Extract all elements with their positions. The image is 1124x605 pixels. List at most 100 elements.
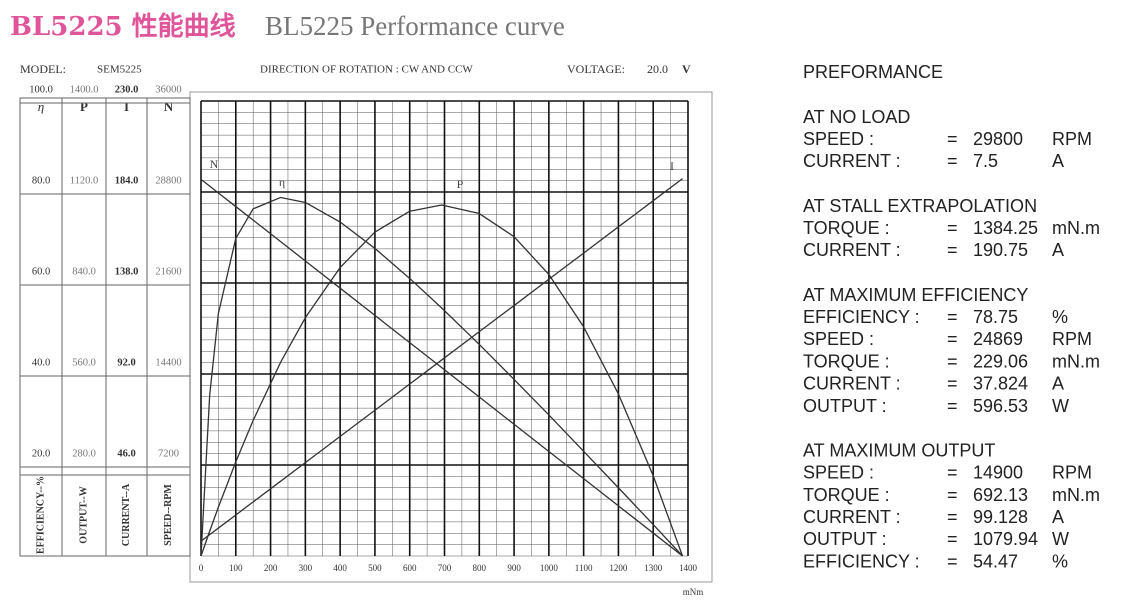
curve-label: P [457,177,464,191]
row-label: SPEED : [803,329,874,349]
row-eq: = [947,129,958,149]
model: SEM5225 [97,64,142,76]
row-unit: % [1052,551,1068,571]
row-eq: = [947,529,958,549]
row-label: EFFICIENCY : [803,551,920,571]
row-unit: % [1052,307,1068,327]
plot-frame [189,91,713,583]
row-value: 692.13 [973,485,1028,505]
voltage-label: VOLTAGE: [567,62,625,76]
row-unit: mN.m [1052,218,1100,238]
y-tick-label: 840.0 [72,266,96,277]
x-tick-label: 600 [403,563,417,573]
curve [200,178,683,542]
axis-label: EFFICIENCY--% [35,476,46,554]
row-label: SPEED : [803,463,874,483]
axis-label: OUTPUT--W [78,486,89,543]
row-label: TORQUE : [803,218,890,238]
row-value: 54.47 [973,551,1018,571]
row-unit: RPM [1052,129,1092,149]
x-tick-label: 1300 [644,563,663,573]
y-tick-label: 80.0 [32,175,50,186]
row-value: 14900 [973,463,1023,483]
x-tick-label: 500 [368,563,382,573]
y-tick-label: 230.0 [115,84,139,95]
row-eq: = [947,151,958,171]
column-header: P [80,99,88,114]
scale-table [19,97,191,557]
y-tick-label: 100.0 [29,84,53,95]
row-unit: A [1052,240,1064,260]
x-tick-label: 1400 [679,563,698,573]
row-value: 1384.25 [973,218,1038,238]
row-eq: = [947,240,958,260]
row-eq: = [947,551,958,571]
row-unit: A [1052,507,1064,527]
row-label: OUTPUT : [803,529,887,549]
y-tick-label: 92.0 [117,357,135,368]
y-tick-label: 60.0 [32,266,50,277]
x-tick-label: 400 [333,563,347,573]
x-tick-label: 1200 [609,563,628,573]
page-subtitle: BL5225 Performance curve [265,11,565,41]
row-label: SPEED : [803,129,874,149]
column-header: I [124,99,129,114]
x-tick-label: 800 [473,563,487,573]
y-tick-label: 138.0 [115,266,139,277]
axis-label: SPEED--RPM [163,484,174,546]
curve-label: I [670,159,674,173]
row-value: 99.128 [973,507,1028,527]
y-tick-label: 560.0 [72,357,96,368]
x-axis-label: mNm [683,587,704,597]
y-tick-label: 184.0 [115,175,139,186]
model-label: MODEL: [20,62,66,76]
row-eq: = [947,374,958,394]
y-tick-label: 7200 [158,448,179,459]
row-unit: mN.m [1052,351,1100,371]
row-value: 37.824 [973,374,1028,394]
row-unit: A [1052,374,1064,394]
x-tick-label: 200 [264,563,278,573]
curve [200,196,683,557]
row-unit: RPM [1052,463,1092,483]
column-header: N [164,99,174,114]
curve [200,178,683,557]
x-tick-label: 1000 [540,563,559,573]
row-label: CURRENT : [803,151,901,171]
y-tick-label: 46.0 [117,448,135,459]
voltage-unit: V [682,62,691,76]
curve-label: η [279,175,285,189]
x-tick-label: 300 [299,563,313,573]
row-eq: = [947,485,958,505]
x-tick-label: 700 [438,563,452,573]
row-label: TORQUE : [803,351,890,371]
section-heading: AT MAXIMUM OUTPUT [803,440,995,460]
y-tick-label: 1400.0 [70,84,99,95]
row-eq: = [947,329,958,349]
row-label: CURRENT : [803,240,901,260]
y-tick-label: 14400 [155,357,181,368]
y-tick-label: 1120.0 [70,175,99,186]
row-unit: W [1052,529,1069,549]
row-value: 29800 [973,129,1023,149]
y-tick-label: 36000 [155,84,181,95]
row-value: 7.5 [973,151,998,171]
x-tick-label: 0 [199,563,204,573]
row-value: 596.53 [973,396,1028,416]
x-tick-label: 1100 [575,563,593,573]
y-tick-label: 40.0 [32,357,50,368]
row-value: 190.75 [973,240,1028,260]
row-eq: = [947,307,958,327]
curve [200,204,684,557]
y-tick-label: 20.0 [32,448,50,459]
x-tick-label: 900 [507,563,521,573]
row-eq: = [947,351,958,371]
row-unit: mN.m [1052,485,1100,505]
row-eq: = [947,507,958,527]
column-header: η [38,99,44,114]
voltage: 20.0 [647,62,668,76]
curve-label: N [210,157,219,171]
row-value: 24869 [973,329,1023,349]
row-label: OUTPUT : [803,396,887,416]
direction: DIRECTION OF ROTATION : CW AND CCW [260,64,473,76]
